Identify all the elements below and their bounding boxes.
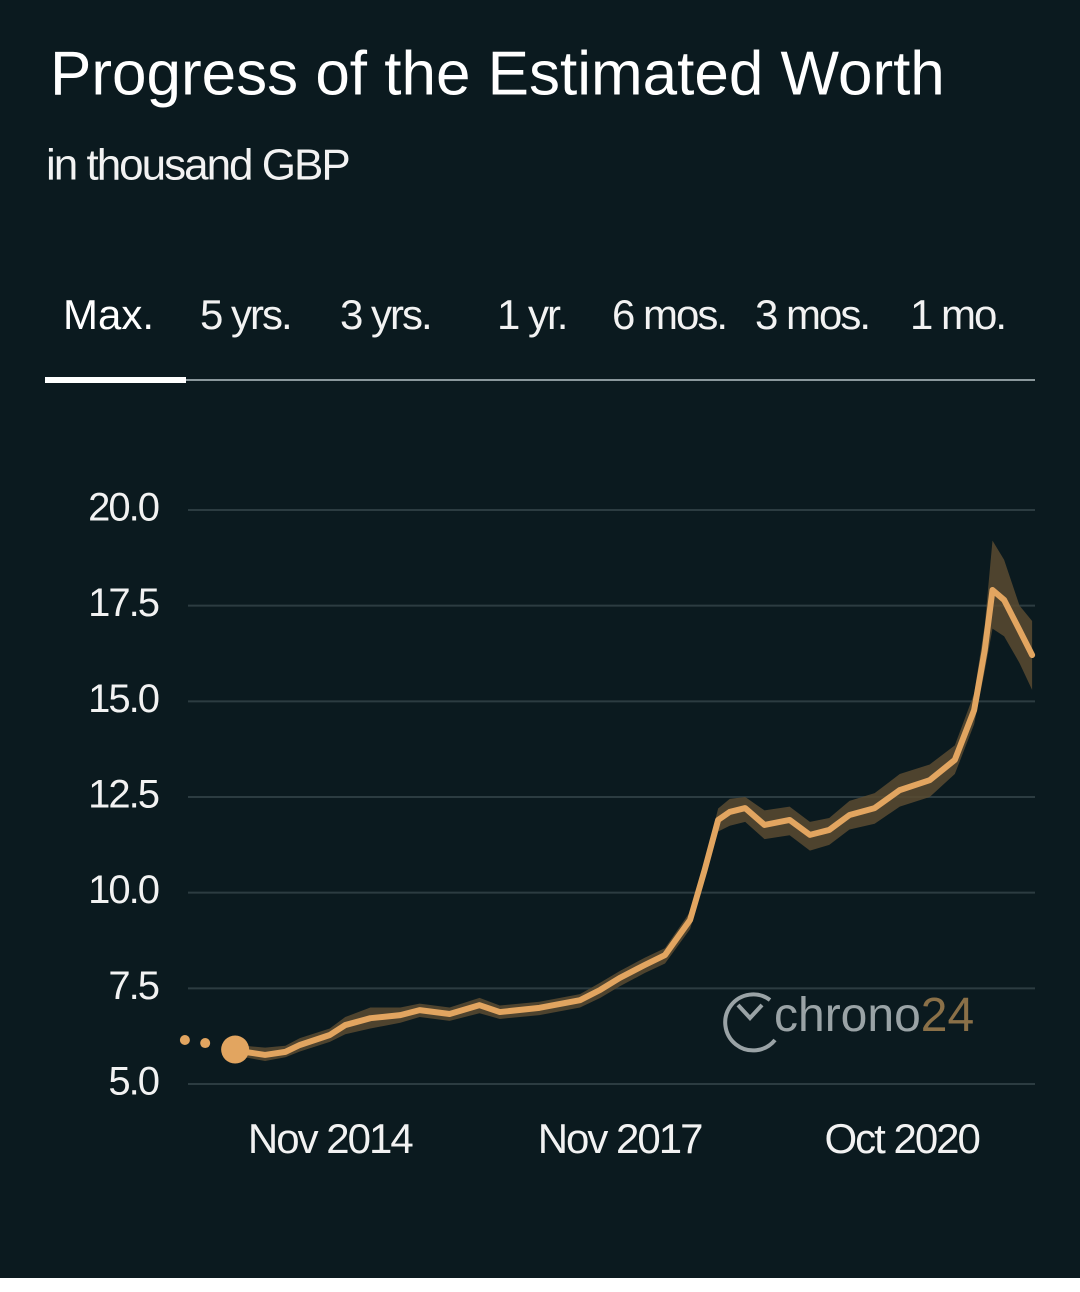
tab[interactable]: 3 mos.	[754, 290, 872, 339]
marker	[200, 1038, 211, 1049]
x-tick-label: Oct 2020	[824, 1115, 979, 1162]
watermark: chrono24	[723, 989, 974, 1053]
y-tick-label: 15.0	[88, 677, 159, 721]
tab[interactable]: 1 mo.	[909, 290, 1008, 339]
y-tick-label: 12.5	[88, 773, 159, 817]
x-tick-label: Nov 2017	[538, 1115, 702, 1162]
value-line	[241, 586, 1036, 1058]
y-tick-label: 10.0	[88, 868, 159, 912]
y-tick-label: 5.0	[108, 1060, 158, 1104]
tab[interactable]: 3 yrs.	[339, 290, 433, 339]
watermark-icon	[736, 1003, 764, 1021]
chart-subtitle: in thousand GBP	[46, 141, 349, 190]
tab[interactable]: 1 yr.	[496, 290, 569, 339]
tab[interactable]: 5 yrs.	[199, 290, 293, 339]
y-tick-label: 20.0	[88, 486, 159, 530]
watermark-suffix: 24	[921, 989, 974, 1042]
tab[interactable]: Max.	[63, 291, 154, 338]
marker	[179, 1034, 190, 1045]
chart-title: Progress of the Estimated Worth	[50, 39, 945, 108]
watermark-icon	[723, 992, 777, 1053]
x-tick-label: Nov 2014	[248, 1115, 413, 1162]
y-tick-label: 17.5	[88, 581, 159, 625]
watermark-text: chrono	[774, 989, 921, 1042]
watermark-text: chrono24	[774, 989, 974, 1042]
tab[interactable]: 6 mos.	[611, 290, 729, 339]
marker	[221, 1035, 250, 1064]
confidence-band	[244, 540, 1033, 1062]
y-tick-label: 7.5	[108, 964, 158, 1008]
